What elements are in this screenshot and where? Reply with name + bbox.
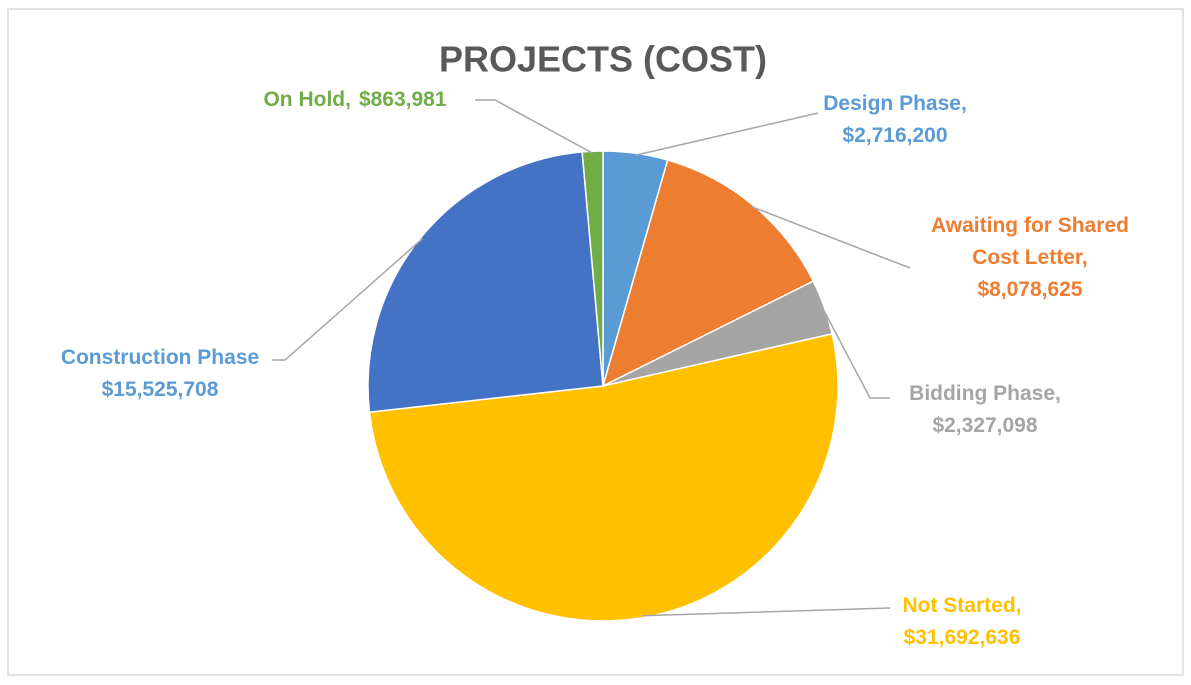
data-label: Construction Phase $15,525,708	[30, 342, 290, 406]
leader-line	[641, 607, 891, 617]
pie-slice	[601, 159, 815, 388]
label-value: $2,716,200	[842, 124, 948, 147]
label-name: Construction Phase	[60, 346, 260, 369]
leader-line	[635, 112, 819, 156]
chart-title: PROJECTS (COST)	[439, 39, 767, 80]
data-label: Awaiting for Shared Cost Letter, $8,078,6…	[905, 210, 1155, 306]
leader-line	[821, 307, 890, 399]
label-value: $31,692,636	[903, 626, 1021, 649]
data-label: Design Phase, $2,716,200	[795, 88, 995, 152]
leader-line	[751, 206, 911, 269]
data-label: Not Started, $31,692,636	[862, 590, 1062, 654]
label-name: Bidding Phase,	[909, 382, 1061, 405]
leader-line	[272, 237, 424, 361]
pie-slice	[368, 332, 839, 622]
label-name: On Hold,	[263, 88, 351, 111]
pie-slice	[581, 150, 604, 387]
label-value: $8,078,625	[977, 278, 1083, 301]
pie-slice	[367, 151, 604, 414]
leader-line	[475, 99, 594, 154]
label-value: $15,525,708	[101, 378, 219, 401]
label-value: $2,327,098	[932, 414, 1038, 437]
label-name: Design Phase,	[823, 92, 967, 115]
label-name: Awaiting for Shared Cost Letter,	[931, 214, 1129, 269]
data-label: On Hold, $863,981	[220, 84, 490, 116]
data-label: Bidding Phase, $2,327,098	[885, 378, 1085, 442]
label-name: Not Started,	[902, 594, 1022, 617]
label-value: $863,981	[358, 88, 447, 111]
